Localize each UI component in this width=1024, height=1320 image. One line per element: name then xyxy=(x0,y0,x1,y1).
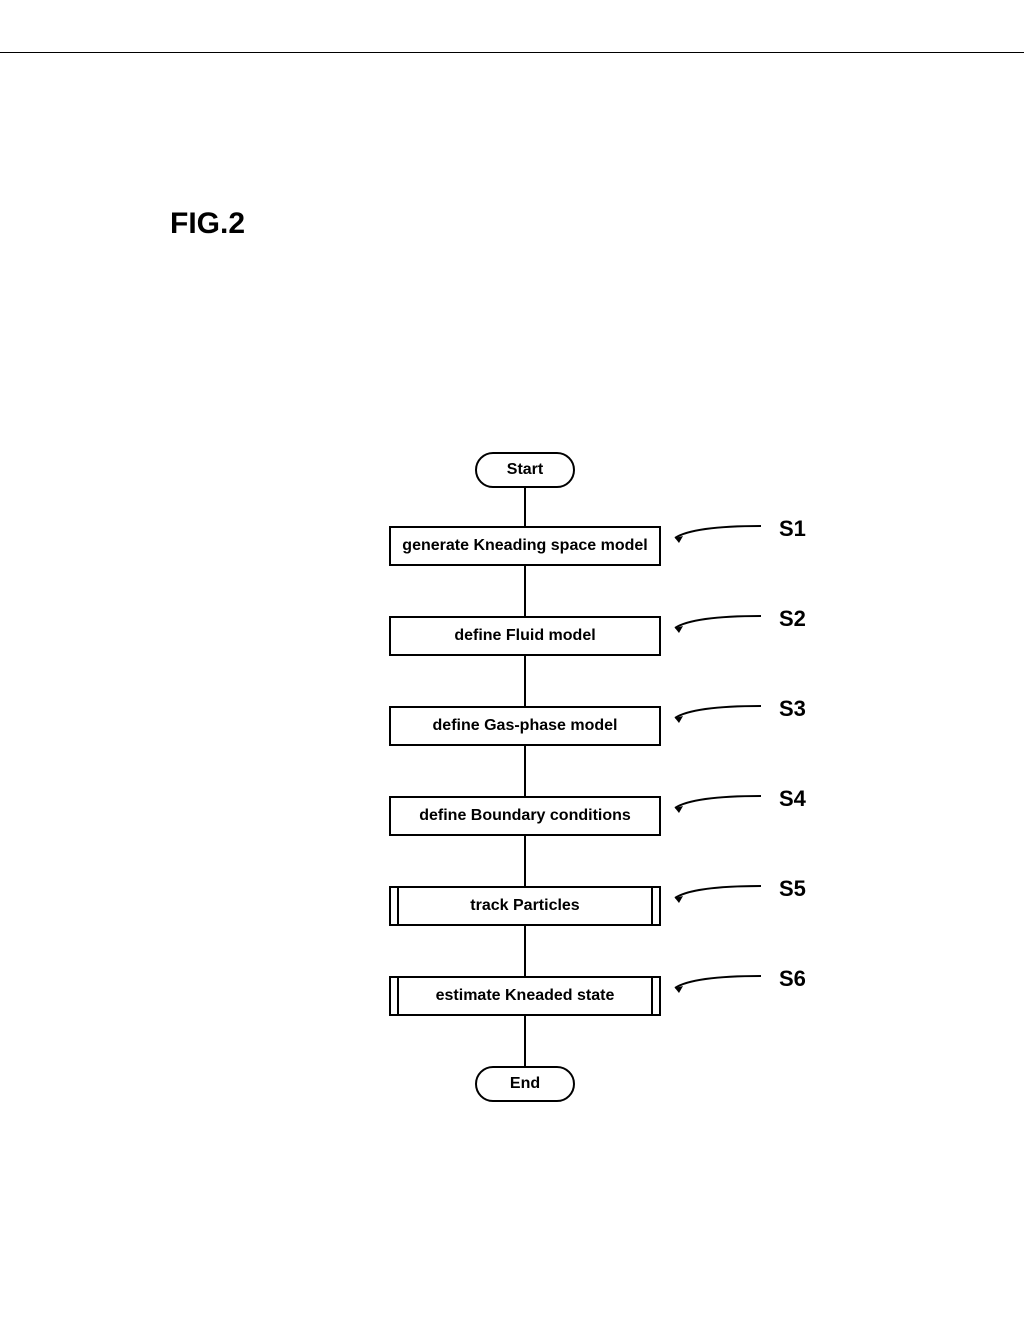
connector xyxy=(524,926,526,976)
terminal-end: End xyxy=(475,1066,575,1102)
step-s4: define Boundary conditions S4 xyxy=(389,796,661,836)
subprocess-box: estimate Kneaded state xyxy=(389,976,661,1016)
step-text: define Gas-phase model xyxy=(433,717,618,735)
step-text: generate Kneading space model xyxy=(402,537,647,555)
connector xyxy=(524,836,526,886)
process-box: define Fluid model xyxy=(389,616,661,656)
step-id: S5 xyxy=(779,876,806,902)
step-text: define Fluid model xyxy=(454,627,595,645)
connector xyxy=(524,566,526,616)
step-text: track Particles xyxy=(470,897,579,915)
subprocess-box: track Particles xyxy=(389,886,661,926)
terminal-start-text: Start xyxy=(507,461,543,479)
terminal-start: Start xyxy=(475,452,575,488)
flowchart: Start generate Kneading space model S1 d… xyxy=(305,452,745,1102)
leader-arrow-icon xyxy=(673,792,763,814)
leader-arrow-icon xyxy=(673,522,763,544)
flow-column: Start generate Kneading space model S1 d… xyxy=(305,452,745,1102)
figure-label: FIG.2 xyxy=(170,207,245,241)
step-s6: estimate Kneaded state S6 xyxy=(389,976,661,1016)
leader-arrow-icon xyxy=(673,612,763,634)
process-box: generate Kneading space model xyxy=(389,526,661,566)
header-rule xyxy=(0,52,1024,53)
step-id: S6 xyxy=(779,966,806,992)
connector xyxy=(524,488,526,526)
step-s1: generate Kneading space model S1 xyxy=(389,526,661,566)
process-box: define Gas-phase model xyxy=(389,706,661,746)
step-s2: define Fluid model S2 xyxy=(389,616,661,656)
leader-arrow-icon xyxy=(673,972,763,994)
step-id: S1 xyxy=(779,516,806,542)
step-s5: track Particles S5 xyxy=(389,886,661,926)
step-id: S3 xyxy=(779,696,806,722)
process-box: define Boundary conditions xyxy=(389,796,661,836)
page: Patent Application Publication Apr. 11, … xyxy=(0,0,1024,1292)
step-id: S2 xyxy=(779,606,806,632)
step-text: define Boundary conditions xyxy=(419,807,631,825)
step-s3: define Gas-phase model S3 xyxy=(389,706,661,746)
step-id: S4 xyxy=(779,786,806,812)
leader-arrow-icon xyxy=(673,882,763,904)
step-text: estimate Kneaded state xyxy=(436,987,615,1005)
connector xyxy=(524,746,526,796)
connector xyxy=(524,656,526,706)
connector xyxy=(524,1016,526,1066)
terminal-end-text: End xyxy=(510,1075,540,1093)
leader-arrow-icon xyxy=(673,702,763,724)
